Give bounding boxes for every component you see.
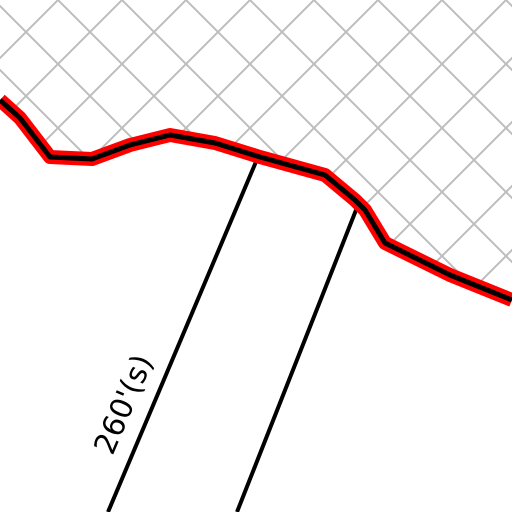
lot-line xyxy=(235,204,360,512)
boundary-line xyxy=(0,98,512,303)
lot-line xyxy=(106,156,260,512)
